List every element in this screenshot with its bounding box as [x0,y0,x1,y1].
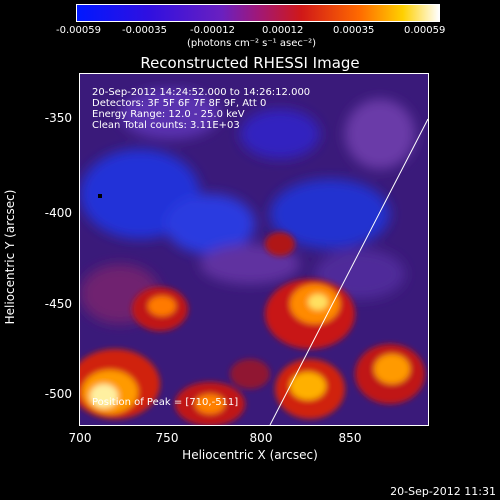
colorbar-tick: 0.00035 [333,25,375,36]
y-tick: -500 [44,387,72,401]
dark-pixel [98,194,102,198]
y-axis-label: Heliocentric Y (arcsec) [3,189,17,325]
info-clean: Clean Total counts: 3.11E+03 [92,120,240,131]
colorbar-tick: 0.00059 [404,25,446,36]
timestamp: 20-Sep-2012 11:31 [390,485,496,498]
info-time: 20-Sep-2012 14:24:52.000 to 14:26:12.000 [92,87,311,98]
image-title: Reconstructed RHESSI Image [140,54,360,72]
colorbar-units: (photons cm⁻² s⁻¹ asec⁻²) [187,38,317,49]
x-tick: 850 [338,431,362,445]
x-tick: 750 [155,431,179,445]
y-tick: -450 [44,297,72,311]
info-peak: Position of Peak = [710,-511] [92,397,239,408]
y-tick: -400 [44,206,72,220]
x-axis-label: Heliocentric X (arcsec) [182,448,318,462]
info-detectors: Detectors: 3F 5F 6F 7F 8F 9F, Att 0 [92,98,267,109]
colorbar-tick: -0.00035 [122,25,167,36]
colorbar-tick: 0.00012 [262,25,304,36]
rhessi-image [79,73,429,426]
x-tick: 800 [249,431,273,445]
y-tick: -350 [44,111,72,125]
colorbar-tick: -0.00059 [56,25,101,36]
info-energy: Energy Range: 12.0 - 25.0 keV [92,109,245,120]
colorbar-tick: -0.00012 [190,25,235,36]
colorbar [76,4,440,22]
solar-limb-line [269,118,428,425]
x-tick: 700 [68,431,92,445]
